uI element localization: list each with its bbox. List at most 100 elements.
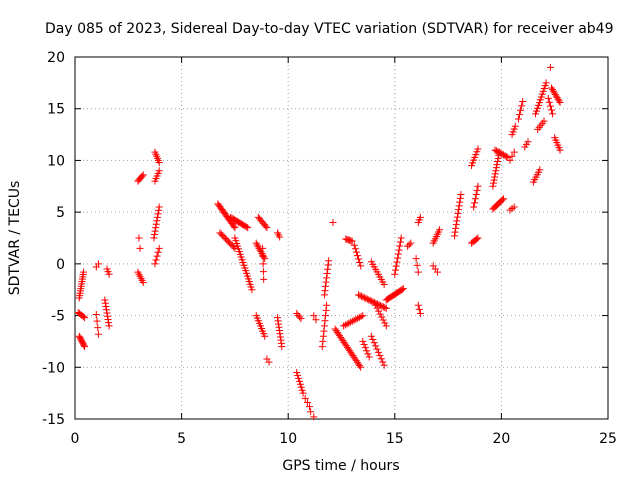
data-point [474,234,482,242]
data-point [455,206,463,214]
data-point [492,147,500,155]
data-point [105,270,113,278]
data-point [152,220,160,228]
data-point [365,296,373,304]
x-tick-label: 5 [177,431,186,447]
data-point [415,305,423,313]
x-tick-label: 20 [492,431,510,447]
data-point [452,224,460,232]
data-point [105,319,113,327]
data-point [278,343,286,351]
data-point [248,286,256,294]
data-point [295,374,303,382]
data-point [457,191,465,199]
data-point [474,145,482,153]
data-point [101,296,109,304]
data-point [357,313,365,321]
data-point [556,99,564,107]
data-point [416,213,424,221]
data-point [294,371,302,379]
data-point [373,304,381,312]
x-tick-label: 0 [71,431,80,447]
data-point [139,278,147,286]
data-point [151,227,159,235]
data-point [453,217,461,225]
x-tick-label: 10 [279,431,297,447]
y-tick-label: 15 [47,102,65,118]
y-tick-labels: -15 -10 -5 0 5 10 15 20 [42,50,65,428]
data-point [356,258,364,266]
data-point [498,150,506,158]
data-point [276,233,284,241]
chart-title: Day 085 of 2023, Sidereal Day-to-day VTE… [45,21,614,37]
data-point [263,224,271,232]
data-point [506,156,514,164]
data-point [242,223,250,231]
data-point [322,278,330,286]
data-point [150,231,158,239]
data-point [491,170,499,178]
data-point [320,322,328,330]
data-point [473,186,481,194]
data-point [380,361,388,369]
data-point [489,182,497,190]
data-point [80,268,88,276]
data-point [79,313,87,321]
data-point [351,245,359,253]
data-point [508,152,516,160]
data-point [104,312,112,320]
data-point [357,262,365,270]
data-point [491,173,499,181]
data-point [94,330,102,338]
data-point [297,315,305,323]
data-point [293,368,301,376]
data-point [379,316,387,324]
data-point [303,398,311,406]
data-point [81,343,89,351]
data-point [306,403,314,411]
data-point [542,79,550,87]
data-point [310,413,318,421]
data-point [501,152,509,160]
y-tick-label: -10 [42,360,65,376]
data-point [153,213,161,221]
data-point [494,154,502,162]
data-point [393,258,401,266]
data-point [397,234,405,242]
data-point [323,270,331,278]
data-point [294,311,302,319]
data-point [138,172,146,180]
data-point [329,218,337,226]
data-point [359,312,367,320]
data-point [101,299,109,307]
y-tick-label: -5 [51,309,65,325]
data-point [404,242,412,250]
data-point [378,313,386,321]
data-point [413,261,421,269]
data-point [155,206,163,214]
data-point [81,314,89,322]
data-point [392,262,400,270]
data-point [136,244,144,252]
data-point [370,339,378,347]
data-point [369,335,377,343]
data-point [414,268,422,276]
data-point [154,210,162,218]
data-point [511,122,519,130]
data-point [366,297,374,305]
data-point [151,260,159,268]
data-point [546,63,554,71]
data-point [433,268,441,276]
data-point [94,324,102,332]
data-point [321,317,329,325]
data-point [359,337,367,345]
data-point [524,138,532,146]
data-point [379,303,387,311]
data-point [260,275,268,283]
data-point [319,337,327,345]
x-axis-label: GPS time / hours [282,458,399,474]
x-tick-labels: 0 5 10 15 20 25 [71,431,617,447]
y-tick-label: 20 [47,50,65,66]
data-point [361,344,369,352]
data-point [153,252,161,260]
